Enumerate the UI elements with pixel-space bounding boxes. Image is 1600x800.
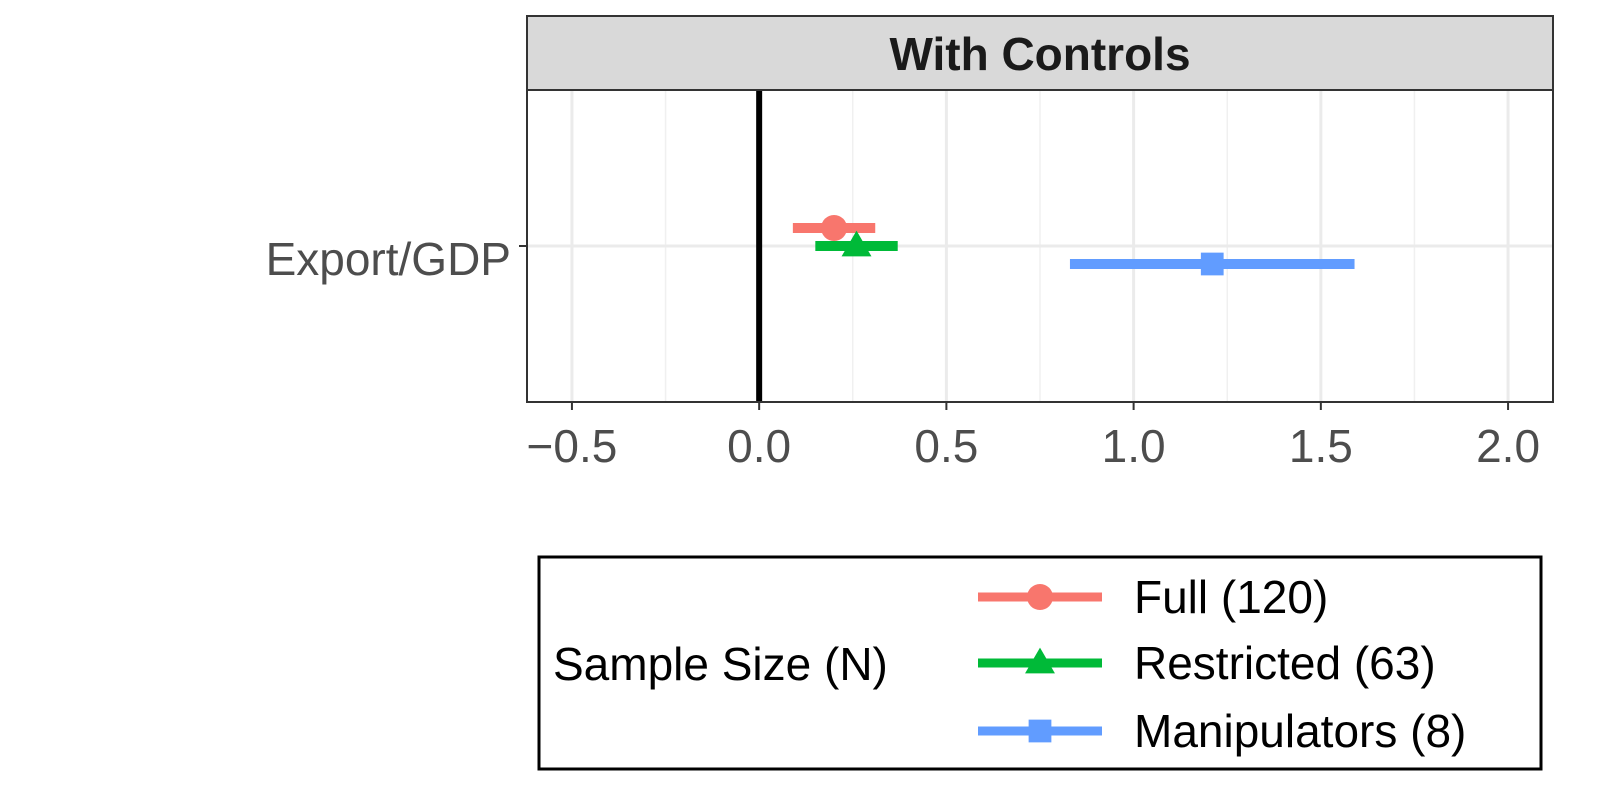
y-tick-label: Export/GDP xyxy=(266,233,511,285)
estimate-point xyxy=(841,230,872,257)
legend-key-symbol xyxy=(1028,719,1052,743)
x-tick-label: 1.5 xyxy=(1289,420,1353,472)
y-axis: Export/GDP xyxy=(266,233,527,285)
legend-key-symbol xyxy=(1025,647,1055,674)
x-tick-label: 0.5 xyxy=(914,420,978,472)
estimate-point xyxy=(1200,252,1224,276)
legend-label: Restricted (63) xyxy=(1134,637,1436,689)
x-tick-label: 1.0 xyxy=(1102,420,1166,472)
x-tick-label: −0.5 xyxy=(527,420,618,472)
legend-label: Manipulators (8) xyxy=(1134,705,1466,757)
facet-title: With Controls xyxy=(889,28,1190,80)
facet-strip xyxy=(526,15,1554,91)
legend-entries: Full (120) Restricted (63) Manipulators (8… xyxy=(978,571,1466,757)
legend-label: Full (120) xyxy=(1134,571,1328,623)
legend-title: Sample Size (N) xyxy=(553,638,888,690)
estimate-marks xyxy=(792,215,1355,276)
x-tick-label: 0.0 xyxy=(727,420,791,472)
x-tick-label: 2.0 xyxy=(1476,420,1540,472)
estimate-point xyxy=(821,215,848,241)
x-axis: −0.5 0.0 0.5 1.0 1.5 2.0 xyxy=(527,402,1540,472)
legend-key-symbol xyxy=(1027,584,1053,610)
